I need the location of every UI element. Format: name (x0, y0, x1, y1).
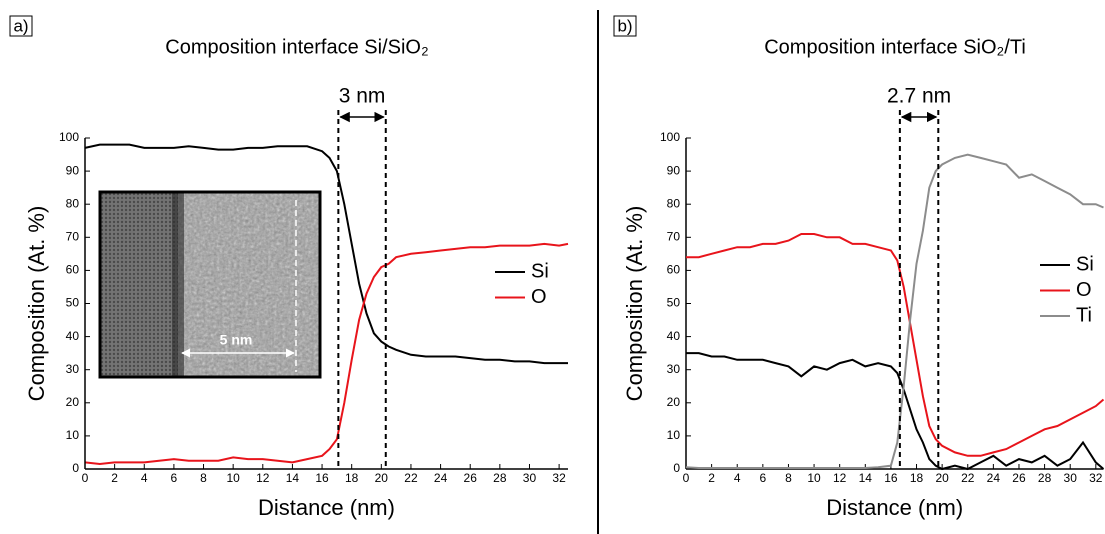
panel-label-box (613, 15, 637, 37)
y-tick-label: 30 (66, 362, 80, 376)
x-tick-label: 20 (935, 471, 949, 485)
chart-title: Composition interface SiO₂/Ti (764, 36, 1026, 58)
data-line (686, 233, 1105, 457)
x-tick-label: 2 (111, 471, 118, 485)
chart-title: Composition interface Si/SiO₂ (165, 36, 428, 58)
x-tick-label: 14 (859, 471, 873, 485)
y-tick-label: 80 (667, 196, 681, 210)
x-tick-label: 30 (1064, 471, 1078, 485)
x-axis-label: Distance (nm) (258, 495, 395, 520)
panel-label: a) (13, 16, 28, 35)
data-line (686, 352, 1105, 471)
x-tick-label: 0 (82, 471, 89, 485)
legend-label: Si (531, 260, 549, 282)
x-tick-label: 28 (1038, 471, 1052, 485)
annotation-label: 3 nm (339, 85, 386, 108)
x-tick-label: 4 (141, 471, 148, 485)
x-tick-label: 8 (200, 471, 207, 485)
x-tick-label: 8 (785, 471, 792, 485)
x-tick-label: 26 (1012, 471, 1026, 485)
y-tick-label: 70 (66, 229, 80, 243)
x-tick-label: 32 (1089, 471, 1103, 485)
y-tick-label: 40 (66, 329, 80, 343)
panel-label-box (9, 15, 33, 37)
inset-scale-label: 5 nm (220, 332, 253, 348)
x-tick-label: 6 (759, 471, 766, 485)
y-tick-label: 50 (667, 296, 681, 310)
y-tick-label: 30 (667, 362, 681, 376)
y-axis-label: Composition (At. %) (24, 206, 49, 402)
y-tick-label: 60 (66, 263, 80, 277)
legend-label: Si (1076, 253, 1094, 275)
y-tick-label: 90 (667, 163, 681, 177)
x-tick-label: 22 (404, 471, 418, 485)
x-tick-label: 16 (884, 471, 898, 485)
y-tick-label: 10 (66, 428, 80, 442)
x-tick-label: 18 (345, 471, 359, 485)
x-tick-label: 32 (552, 471, 566, 485)
y-tick-label: 10 (667, 428, 681, 442)
y-tick-label: 100 (59, 130, 79, 144)
x-tick-label: 4 (734, 471, 741, 485)
x-axis-label: Distance (nm) (826, 495, 963, 520)
x-tick-label: 14 (286, 471, 300, 485)
y-tick-label: 40 (667, 329, 681, 343)
y-tick-label: 20 (66, 395, 80, 409)
data-line (84, 143, 568, 365)
x-tick-label: 0 (683, 471, 690, 485)
x-tick-label: 30 (523, 471, 537, 485)
x-tick-label: 20 (375, 471, 389, 485)
legend-label: Ti (1076, 304, 1092, 326)
x-tick-label: 28 (493, 471, 507, 485)
y-tick-label: 0 (673, 461, 680, 475)
y-tick-label: 70 (667, 229, 681, 243)
data-line (84, 242, 569, 466)
legend-label: O (1076, 279, 1092, 301)
x-tick-label: 24 (434, 471, 448, 485)
x-tick-label: 16 (315, 471, 329, 485)
y-tick-label: 50 (66, 296, 80, 310)
x-tick-label: 12 (833, 471, 847, 485)
x-tick-label: 22 (961, 471, 975, 485)
x-tick-label: 6 (171, 471, 178, 485)
panel-label: b) (617, 16, 632, 35)
y-tick-label: 0 (72, 461, 79, 475)
y-tick-label: 20 (667, 395, 681, 409)
x-tick-label: 2 (708, 471, 715, 485)
x-tick-label: 26 (464, 471, 478, 485)
x-tick-label: 18 (910, 471, 924, 485)
x-tick-label: 24 (987, 471, 1001, 485)
y-tick-label: 100 (660, 130, 680, 144)
y-tick-label: 80 (66, 196, 80, 210)
y-tick-label: 90 (66, 163, 80, 177)
data-line (685, 153, 1104, 469)
x-tick-label: 10 (807, 471, 821, 485)
y-axis-label: Composition (At. %) (622, 206, 647, 402)
x-tick-label: 10 (226, 471, 240, 485)
inset-image: 5 nm (98, 190, 322, 379)
x-tick-label: 12 (256, 471, 270, 485)
y-tick-label: 60 (667, 263, 681, 277)
annotation-label: 2.7 nm (887, 85, 951, 108)
legend-label: O (531, 286, 547, 308)
